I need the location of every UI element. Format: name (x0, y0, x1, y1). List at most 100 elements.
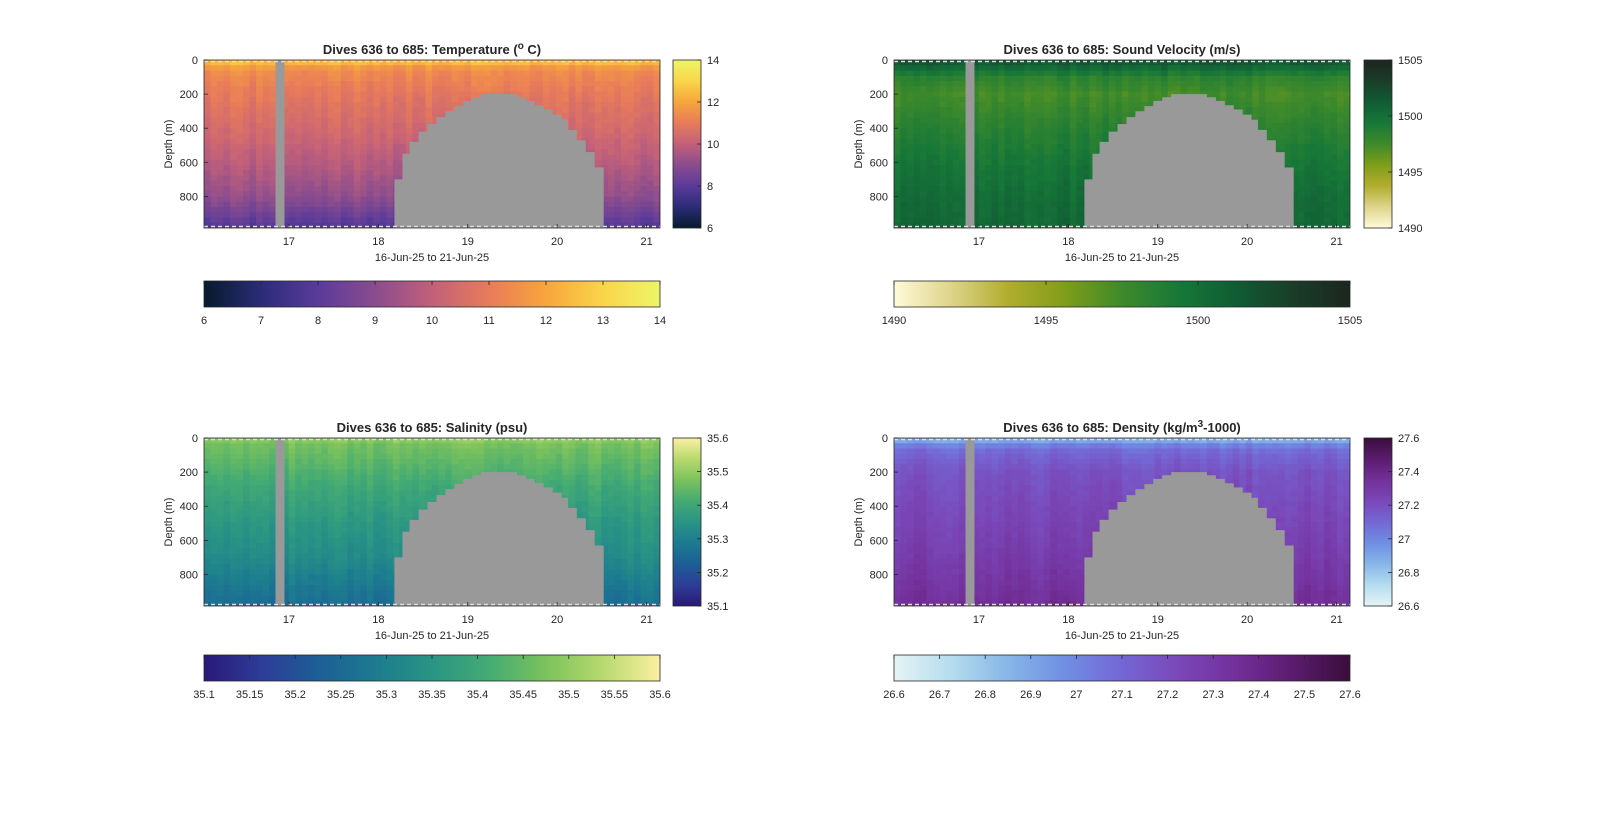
salinity-cell (249, 474, 257, 481)
temperature-cell (601, 123, 609, 129)
temperature-cell (236, 138, 244, 145)
temperature-cell (314, 154, 322, 161)
sound-velocity-cell (1069, 222, 1077, 228)
sound-velocity-cell (946, 170, 954, 177)
temperature-cell (627, 96, 635, 103)
temperature-cell (217, 207, 225, 213)
temperature-cell (451, 96, 459, 103)
sound-velocity-cell (1245, 65, 1253, 72)
sound-velocity-cell (1291, 149, 1299, 156)
temperature-cell (379, 170, 387, 177)
sound-velocity-cell (1336, 65, 1345, 72)
temperature-cell (360, 186, 368, 192)
sound-velocity-cell (1271, 102, 1279, 108)
temperature-cell (614, 144, 622, 150)
temperature-cell (412, 60, 420, 66)
salinity-cell (223, 438, 231, 444)
sound-velocity-cell (1050, 91, 1058, 98)
temperature-cell (620, 133, 629, 140)
sound-velocity-cell (1089, 107, 1097, 114)
temperature-cell (217, 70, 225, 77)
sound-velocity-cell (1115, 86, 1123, 93)
sound-velocity-cell (1095, 81, 1104, 87)
temperature-cell (256, 81, 264, 87)
sound-velocity-cell (1336, 154, 1345, 161)
sound-velocity-cell (1076, 102, 1084, 108)
salinity-cell (217, 495, 225, 502)
temperature-cell (288, 217, 296, 224)
sound-velocity-cell (991, 102, 999, 108)
sound-velocity-cell (972, 70, 980, 77)
temperature-cell (282, 75, 290, 82)
temperature-cell (588, 86, 596, 93)
temperature-cell (353, 133, 361, 140)
temperature-cell (386, 91, 394, 98)
temperature-cell (204, 96, 212, 103)
temperature-cell (282, 138, 290, 145)
sound-velocity-cell (1043, 175, 1051, 182)
temperature-cell (536, 102, 544, 108)
temperature-cell (249, 70, 257, 77)
salinity-cell (210, 548, 218, 555)
sound-velocity-cell (1011, 133, 1019, 140)
sound-velocity-cell (978, 86, 986, 93)
sound-velocity-cell (1095, 112, 1104, 119)
temperature-cell (432, 81, 440, 87)
temperature-cell (503, 60, 511, 66)
sound-velocity-cell (1232, 60, 1240, 66)
sound-velocity-cell (1330, 180, 1338, 187)
sound-velocity-cell (894, 212, 902, 219)
temperature-cell (653, 175, 660, 182)
temperature-cell (230, 149, 238, 156)
temperature-cell (477, 65, 485, 72)
temperature-cell (353, 102, 361, 108)
temperature-cell (653, 91, 660, 98)
temperature-cell (334, 186, 342, 192)
temperature-cell (353, 60, 361, 66)
salinity-cell (223, 553, 231, 560)
sound-velocity-cell (1011, 96, 1019, 103)
temperature-cell (412, 81, 420, 87)
temperature-cell (379, 65, 387, 72)
temperature-cell (386, 149, 394, 156)
temperature-cell (256, 123, 264, 129)
salinity-cell (269, 511, 277, 518)
temperature-cell (366, 128, 374, 135)
sound-velocity-cell (1343, 191, 1350, 198)
temperature-cell (529, 86, 537, 93)
temperature-cell (392, 91, 401, 98)
sound-velocity-cell (1011, 154, 1019, 161)
temperature-cell (223, 65, 231, 72)
sound-velocity-cell (959, 75, 967, 82)
temperature-x-tick-label: 17 (283, 236, 295, 248)
temperature-cell (301, 149, 309, 156)
temperature-cell (353, 86, 361, 93)
sound-velocity-cell (959, 175, 967, 182)
salinity-cell (243, 495, 251, 502)
temperature-hbar-tick-label: 7 (258, 315, 264, 327)
salinity-cell (262, 511, 270, 518)
temperature-cell (210, 207, 218, 213)
sound-velocity-cell (894, 217, 902, 224)
temperature-cell (236, 133, 244, 140)
temperature-cell (633, 207, 642, 213)
sound-velocity-cell (1265, 70, 1273, 77)
temperature-cell (614, 154, 622, 161)
temperature-cell (353, 186, 361, 192)
salinity-cell (230, 579, 238, 586)
sound-velocity-cell (1030, 96, 1038, 103)
temperature-cell (399, 107, 407, 114)
sound-velocity-cell (1154, 91, 1162, 98)
sound-velocity-axes-frame (893, 59, 1351, 229)
sound-velocity-cell (1089, 117, 1097, 124)
salinity-cell (282, 490, 290, 497)
temperature-cell (327, 138, 335, 145)
sound-velocity-cell (972, 60, 980, 66)
sound-velocity-cell (926, 112, 934, 119)
sound-velocity-cell (1271, 96, 1279, 103)
sound-velocity-cell (991, 201, 999, 208)
temperature-cell (236, 149, 244, 156)
sound-velocity-cell (1089, 96, 1097, 103)
temperature-cell (210, 65, 218, 72)
temperature-cell (484, 65, 492, 72)
